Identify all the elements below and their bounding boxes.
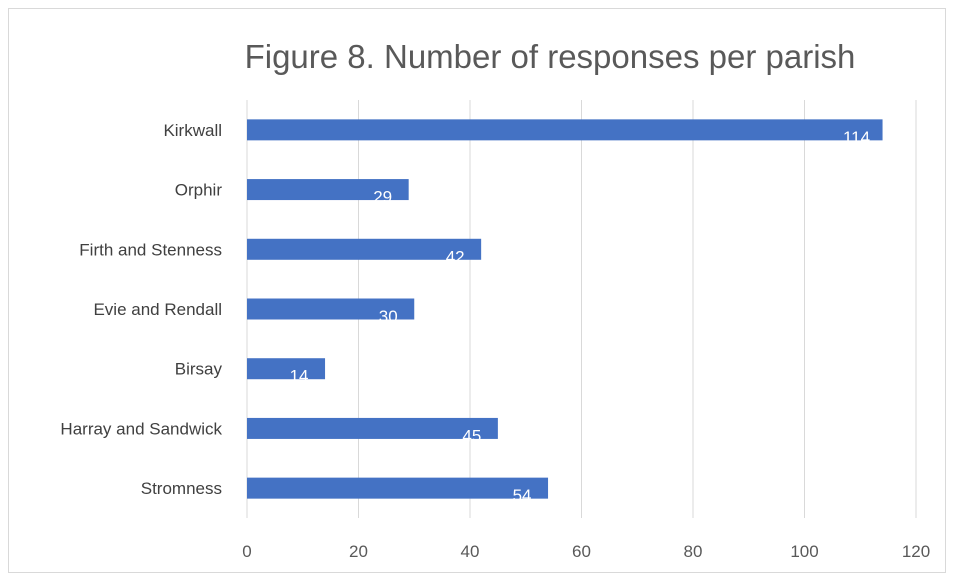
data-label: 30 <box>379 307 398 326</box>
x-tick-label: 100 <box>790 542 818 561</box>
bar <box>247 477 549 499</box>
category-label: Harray and Sandwick <box>60 419 222 438</box>
bar <box>247 119 883 141</box>
category-label: Evie and Rendall <box>93 300 222 319</box>
data-label: 114 <box>843 128 870 147</box>
x-tick-label: 20 <box>349 542 368 561</box>
chart-title: Figure 8. Number of responses per parish <box>244 38 856 75</box>
x-tick-label: 120 <box>902 542 930 561</box>
bar <box>247 179 409 201</box>
bar <box>247 417 498 439</box>
data-label: 29 <box>373 188 392 207</box>
category-label: Orphir <box>175 181 223 200</box>
category-label: Stromness <box>141 479 222 498</box>
category-label: Firth and Stenness <box>79 240 222 259</box>
data-label: 54 <box>513 486 532 505</box>
category-label: Birsay <box>175 360 223 379</box>
x-tick-label: 40 <box>461 542 480 561</box>
category-label: Kirkwall <box>163 121 222 140</box>
data-label: 14 <box>290 367 309 386</box>
x-tick-label: 80 <box>684 542 703 561</box>
data-label: 45 <box>462 426 481 445</box>
bar <box>247 358 326 380</box>
x-tick-label: 60 <box>572 542 591 561</box>
x-tick-label: 0 <box>242 542 251 561</box>
bar <box>247 238 482 260</box>
data-label: 42 <box>446 247 465 266</box>
bar <box>247 298 415 320</box>
